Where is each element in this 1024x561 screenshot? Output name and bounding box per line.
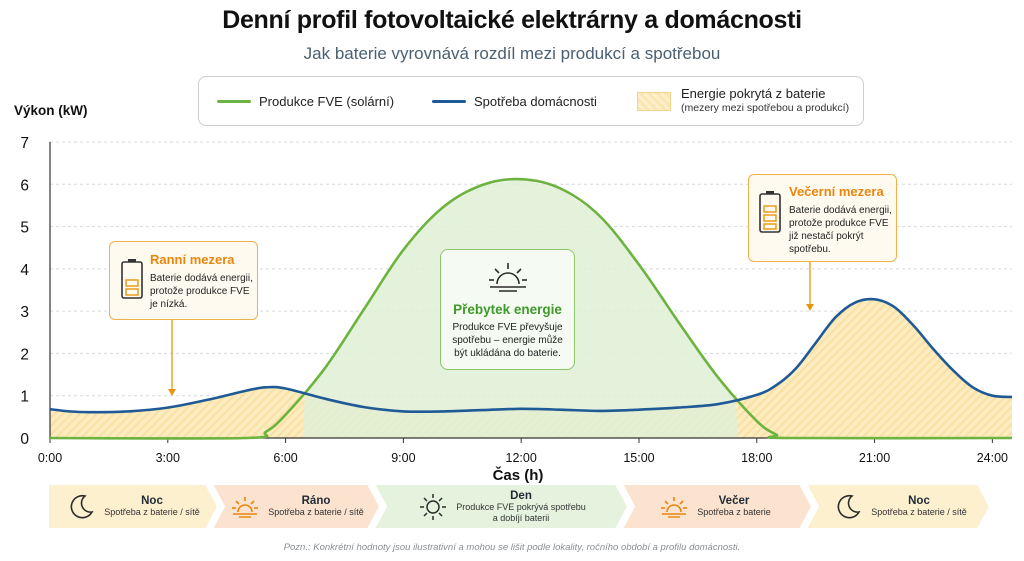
- pv-production-line: [49, 177, 1013, 440]
- evening-callout-title: Večerní mezera: [789, 184, 884, 199]
- legend-consumption-line: [432, 99, 466, 103]
- battery-icon: [759, 191, 781, 233]
- x-tick-label: 3:00: [156, 451, 180, 465]
- x-axis-label: Čas (h): [493, 466, 544, 484]
- phase-desc: Spotřeba z baterie / sítě: [871, 507, 967, 517]
- y-tick-label: 1: [20, 389, 29, 406]
- x-tick-label: 0:00: [38, 451, 62, 465]
- x-tick-label: 12:00: [506, 451, 537, 465]
- legend-item-consumption: Spotřeba domácnosti: [432, 77, 597, 125]
- consumption-line: [49, 297, 1013, 414]
- page-title: Denní profil fotovoltaické elektrárny a …: [222, 6, 802, 34]
- chart-legend: Produkce FVE (solární) Spotřeba domácnos…: [198, 76, 864, 126]
- moon-icon: [837, 494, 861, 518]
- phase-day: Den Produkce FVE pokrývá spotřebu a dobí…: [392, 484, 612, 529]
- sunset-icon: [661, 496, 688, 518]
- y-tick-label: 7: [20, 135, 29, 152]
- evening-gap-callout: Večerní mezera Baterie dodává energii, p…: [748, 174, 897, 262]
- phase-evening: Večer Spotřeba z baterie: [640, 484, 790, 529]
- y-tick-label: 2: [20, 346, 29, 363]
- y-tick-label: 4: [20, 262, 29, 279]
- legend-pv-label: Produkce FVE (solární): [259, 93, 395, 109]
- morning-callout-body: Baterie dodává energii, protože produkce…: [150, 273, 253, 310]
- x-tick-label: 24:00: [977, 451, 1008, 465]
- morning-callout-title: Ranní mezera: [150, 252, 235, 267]
- x-tick-label: 9:00: [391, 451, 415, 465]
- y-tick-labels: 0 1 2 3 4 5 6 7: [20, 135, 29, 448]
- sun-icon: [420, 493, 447, 520]
- evening-callout-body: Baterie dodává energii, protože produkce…: [789, 205, 892, 255]
- phase-desc: Spotřeba z baterie / sítě: [104, 507, 200, 517]
- legend-battery-swatch: [637, 91, 671, 111]
- legend-item-battery: Energie pokrytá z baterie (mezery mezi s…: [637, 77, 849, 125]
- sunrise-icon: [232, 496, 259, 518]
- sunrise-icon: [489, 263, 527, 292]
- battery-icon: [121, 259, 143, 299]
- evening-callout-arrow: [806, 262, 814, 311]
- legend-battery-label: Energie pokrytá z baterie: [681, 86, 826, 101]
- x-tick-labels: 0:00 3:00 6:00 9:00 12:00 15:00 18:00 21:00 24:0…: [38, 438, 1008, 465]
- phase-desc: Produkce FVE pokrývá spotřebu: [456, 501, 586, 512]
- y-tick-label: 3: [20, 304, 29, 321]
- phase-title: Noc: [141, 495, 163, 507]
- y-tick-label: 5: [20, 220, 29, 237]
- morning-callout-arrow: [168, 319, 176, 396]
- phase-night-start: Noc Spotřeba z baterie / sítě: [58, 484, 208, 529]
- x-tick-label: 15:00: [623, 451, 654, 465]
- phase-title: Večer: [718, 495, 750, 507]
- phase-desc: Spotřeba z baterie / sítě: [268, 507, 364, 517]
- phase-segment: [47, 483, 220, 530]
- x-tick-label: 6:00: [273, 451, 297, 465]
- moon-icon: [70, 494, 94, 518]
- surplus-title: Přebytek energie: [453, 302, 562, 317]
- legend-item-pv: Produkce FVE (solární): [217, 77, 394, 125]
- phase-title: Noc: [908, 495, 930, 507]
- y-axis-label: Výkon (kW): [14, 103, 88, 118]
- surplus-body: Produkce FVE převyšuje spotřebu – energi…: [452, 322, 563, 359]
- morning-gap-callout: Ranní mezera Baterie dodává energii, pro…: [109, 241, 258, 320]
- phase-title: Den: [510, 489, 532, 502]
- battery-covered-area: [50, 299, 1012, 438]
- x-tick-label: 21:00: [859, 451, 890, 465]
- surplus-callout: Přebytek energie Produkce FVE převyšuje …: [440, 249, 575, 370]
- phase-segment: [372, 483, 630, 530]
- phase-title: Ráno: [301, 495, 331, 507]
- phase-morning: Ráno Spotřeba z baterie / sítě: [222, 484, 372, 529]
- phase-segment: [620, 483, 814, 530]
- x-tick-label: 18:00: [741, 451, 772, 465]
- phase-night-end: Noc Spotřeba z baterie / sítě: [825, 484, 975, 529]
- phase-desc: Spotřeba z baterie: [697, 507, 771, 517]
- phase-ribbon: [47, 483, 992, 530]
- phase-segment: [210, 483, 382, 530]
- y-tick-label: 6: [20, 177, 29, 194]
- y-tick-label: 0: [20, 431, 29, 448]
- legend-pv-line: [217, 99, 251, 103]
- legend-battery-sub: (mezery mezi spotřebou a produkcí): [681, 102, 850, 114]
- legend-consumption-label: Spotřeba domácnosti: [474, 93, 597, 109]
- phase-desc: a dobíjí baterii: [492, 512, 550, 523]
- footnote: Pozn.: Konkrétní hodnoty jsou ilustrativ…: [283, 542, 741, 553]
- page-subtitle: Jak baterie vyrovnává rozdíl mezi produk…: [303, 44, 721, 63]
